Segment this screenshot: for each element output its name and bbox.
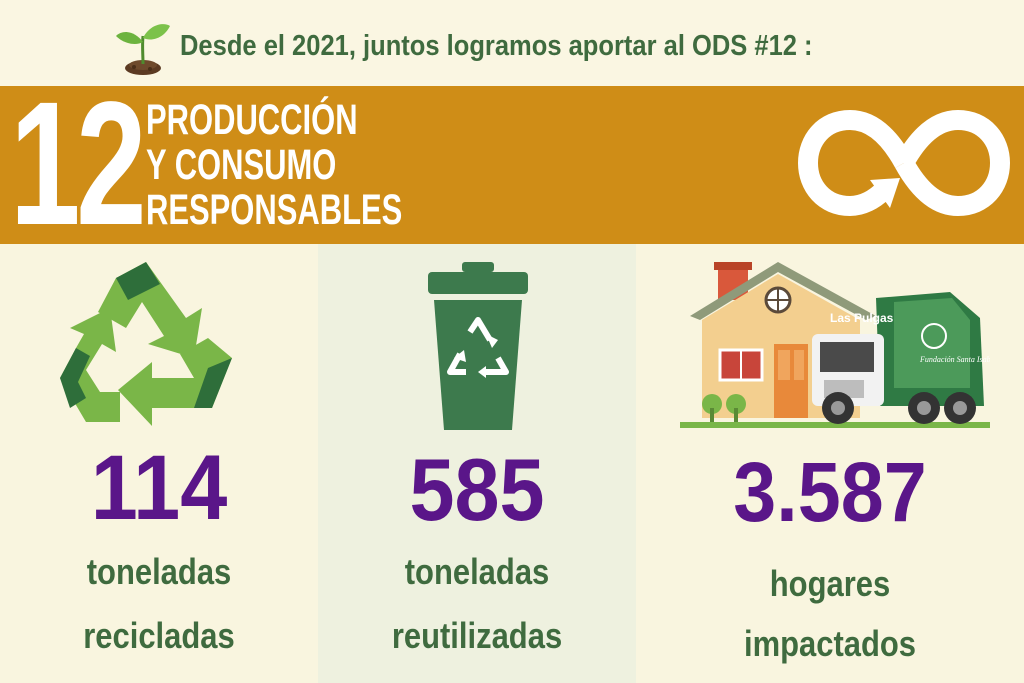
stat-label-line: toneladas xyxy=(404,551,550,592)
goal-title-line: PRODUCCIÓN xyxy=(146,96,358,144)
stat-label-line: hogares xyxy=(769,563,891,604)
stat-label-line: recicladas xyxy=(83,615,235,656)
stat-card-reused: 585 toneladas reutilizadas xyxy=(318,244,636,683)
stat-value-reused: 585 xyxy=(409,440,545,539)
goal-title-line: Y CONSUMO xyxy=(146,141,337,189)
house-and-garbage-truck-icon: Las Pulgas Fundación Santa Isabel xyxy=(680,262,990,428)
stat-value-households: 3.587 xyxy=(733,445,927,539)
recycle-icon xyxy=(60,262,232,426)
truck-logo-text: Fundación Santa Isabel xyxy=(919,355,990,364)
stat-label-line: reutilizadas xyxy=(391,615,563,656)
stat-value-recycled: 114 xyxy=(90,437,228,539)
goal-title-line: RESPONSABLES xyxy=(146,186,403,234)
goal-title: PRODUCCIÓN Y CONSUMO RESPONSABLES xyxy=(146,98,402,233)
truck-brand-text: Las Pulgas xyxy=(830,311,894,325)
header-text: Desde el 2021, juntos logramos aportar a… xyxy=(180,30,813,62)
stat-card-households: Las Pulgas Fundación Santa Isabel 3.587 … xyxy=(636,244,1024,683)
stat-label-line: toneladas xyxy=(86,551,232,592)
sprout-icon xyxy=(116,24,170,75)
stat-label-line: impactados xyxy=(743,623,917,664)
goal-number: 12 xyxy=(10,66,147,262)
recycling-bin-icon xyxy=(428,262,528,430)
stat-card-recycled: 114 toneladas recicladas xyxy=(0,244,318,683)
infinity-arrow-icon xyxy=(797,109,1011,217)
header: Desde el 2021, juntos logramos aportar a… xyxy=(0,0,1024,86)
